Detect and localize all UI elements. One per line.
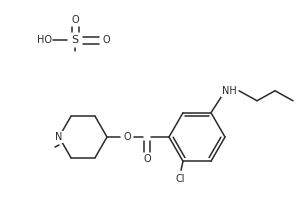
Text: Cl: Cl — [175, 174, 185, 184]
Text: NH: NH — [222, 86, 237, 96]
Text: O: O — [71, 15, 79, 25]
Text: S: S — [71, 35, 78, 45]
Text: N: N — [55, 132, 63, 142]
Text: O: O — [102, 35, 110, 45]
Text: HO: HO — [36, 35, 52, 45]
Text: O: O — [143, 154, 151, 164]
Text: O: O — [123, 132, 131, 142]
